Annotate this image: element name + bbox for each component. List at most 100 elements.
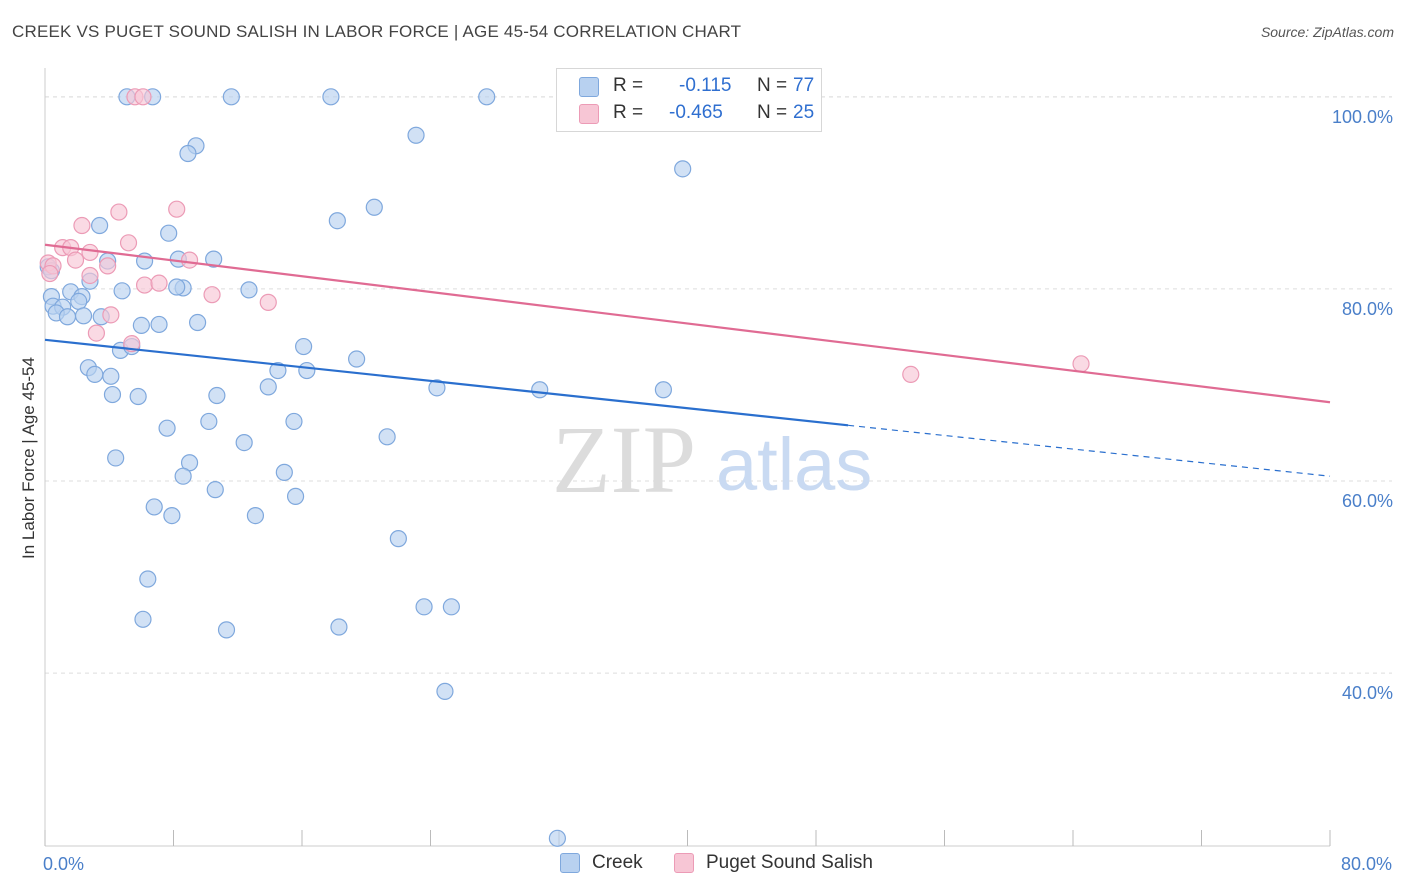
creek-trend-line: [44, 338, 849, 427]
y-tick-label: 100.0%: [1332, 107, 1393, 127]
puget-swatch: [674, 853, 694, 873]
creek-point: [208, 386, 226, 405]
creek-point: [428, 379, 446, 397]
x-tick-label: 0.0%: [43, 854, 84, 874]
creek-point: [389, 530, 407, 548]
creek-point: [246, 506, 265, 525]
source-label: Source: ZipAtlas.com: [1260, 24, 1394, 40]
puget-point: [259, 293, 277, 311]
creek-point: [102, 367, 120, 385]
creek-point: [150, 315, 168, 334]
creek-point: [179, 144, 197, 163]
y-tick-label: 60.0%: [1342, 491, 1393, 511]
trend-layer: [44, 243, 1331, 477]
creek-point: [74, 307, 93, 325]
creek-point: [160, 224, 178, 242]
creek-point: [222, 88, 240, 106]
creek-point: [235, 433, 253, 452]
puget-point: [73, 216, 91, 235]
creek-point: [132, 316, 150, 335]
r-value: -0.115: [679, 75, 732, 96]
creek-point: [134, 610, 152, 628]
puget-point: [180, 251, 199, 269]
creek-point: [86, 365, 104, 383]
r-value: -0.465: [669, 102, 723, 123]
creek-point: [139, 570, 157, 588]
creek-trend-extension: [848, 424, 1331, 477]
creek-point: [436, 682, 454, 700]
creek-point: [158, 419, 176, 437]
puget-trend-line: [44, 243, 1331, 404]
watermark-atlas: atlas: [716, 423, 872, 506]
creek-point: [70, 292, 88, 310]
points-layer: [39, 88, 1090, 847]
creek-point: [286, 487, 305, 505]
creek-point: [442, 598, 460, 616]
creek-point: [365, 198, 383, 216]
creek-point: [113, 282, 131, 300]
n-value: 25: [793, 102, 815, 123]
creek-point: [91, 216, 109, 235]
creek-point: [654, 381, 673, 399]
creek-point: [58, 308, 77, 326]
puget-point: [902, 365, 920, 383]
creek-swatch: [560, 853, 580, 873]
creek-point: [205, 250, 223, 268]
puget-point: [203, 286, 221, 304]
puget-point: [110, 203, 128, 221]
puget-point: [81, 243, 99, 262]
creek-point: [163, 506, 181, 525]
creek-point: [348, 350, 366, 368]
n-label: N =: [757, 102, 788, 123]
creek-point: [322, 88, 340, 106]
creek-point: [295, 337, 313, 356]
y-tick-label: 80.0%: [1342, 299, 1393, 319]
creek-point: [206, 481, 224, 499]
creek-point: [259, 378, 277, 396]
creek-point: [548, 829, 566, 847]
n-value: 77: [793, 75, 815, 96]
puget-point: [1072, 355, 1090, 373]
puget-point: [134, 88, 152, 106]
puget-point: [87, 324, 106, 342]
creek-point: [298, 361, 316, 380]
creek-point: [478, 88, 496, 106]
creek-point: [269, 361, 287, 380]
puget-point: [66, 251, 85, 269]
creek-label: Creek: [592, 852, 643, 873]
creek-point: [200, 412, 218, 431]
creek-point: [240, 281, 258, 299]
creek-point: [531, 381, 549, 399]
n-label: N =: [757, 75, 788, 96]
chart-title: CREEK VS PUGET SOUND SALISH IN LABOR FOR…: [12, 22, 742, 41]
creek-point: [674, 160, 692, 178]
creek-point: [275, 463, 293, 481]
puget-label: Puget Sound Salish: [706, 852, 873, 873]
puget-point: [102, 306, 120, 324]
puget-point: [168, 200, 186, 218]
creek-point: [378, 428, 396, 446]
r-label: R =: [613, 75, 644, 96]
creek-swatch: [579, 77, 599, 97]
creek-point: [103, 385, 122, 404]
axis-layer: 100.0% 80.0% 60.0% 40.0% 0.0% 80.0%: [43, 68, 1393, 874]
creek-point: [328, 212, 346, 230]
creek-point: [330, 618, 348, 636]
y-tick-label: 40.0%: [1342, 683, 1393, 703]
puget-point: [41, 264, 59, 283]
puget-point: [99, 257, 117, 275]
creek-point: [407, 126, 425, 144]
stats-legend: R = -0.115 N = 77 R = -0.465 N = 25: [556, 68, 822, 132]
creek-point: [107, 449, 125, 467]
x-tick-label: 80.0%: [1341, 854, 1392, 874]
creek-point: [174, 467, 192, 485]
creek-point: [415, 598, 433, 616]
creek-point: [168, 278, 186, 296]
puget-point: [119, 234, 138, 252]
watermark-zip: ZIP: [552, 406, 696, 513]
creek-point: [285, 412, 303, 431]
creek-point: [217, 621, 236, 639]
puget-swatch: [579, 104, 599, 124]
r-label: R =: [613, 102, 644, 123]
